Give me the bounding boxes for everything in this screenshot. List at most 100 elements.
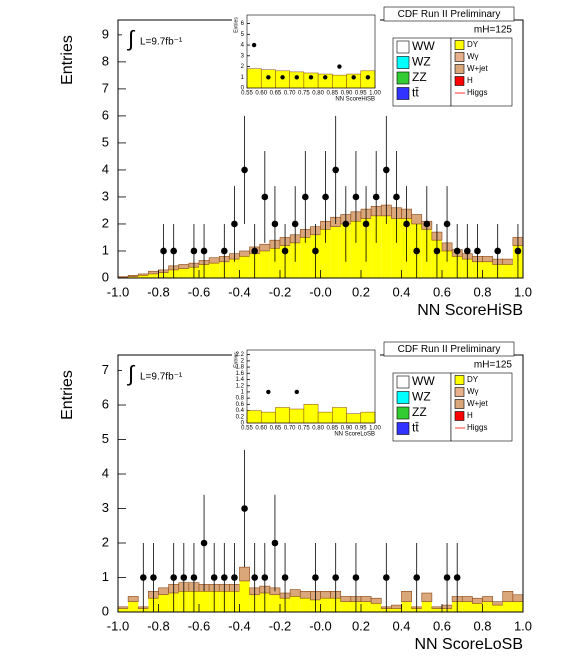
- x-tick-label: -1.0: [107, 284, 129, 299]
- legend-swatch: [396, 422, 410, 435]
- bar-segment: [209, 263, 220, 278]
- bar-segment: [472, 603, 483, 612]
- legend-label: Higgs: [467, 423, 487, 432]
- legend-swatch: [454, 52, 465, 62]
- x-tick-label: 0.75: [298, 91, 310, 97]
- inset-y-label: Entries: [233, 17, 239, 33]
- bar-segment: [239, 256, 250, 278]
- legend-swatch: [454, 64, 465, 74]
- bar-segment: [300, 237, 311, 278]
- x-tick-label: 0.6: [433, 618, 451, 633]
- y-tick-label: 3: [102, 188, 109, 203]
- header: CDF Run II Preliminary: [398, 344, 501, 355]
- y-tick-label: 0.8: [236, 396, 245, 402]
- data-point: [312, 247, 319, 255]
- bar-segment: [300, 598, 311, 612]
- y-axis-label: Entries: [59, 370, 76, 420]
- inset-data-point: [365, 75, 371, 80]
- inset-bar: [289, 408, 305, 424]
- y-tick-label: 2: [241, 64, 245, 70]
- y-tick-label: 1.4: [236, 377, 245, 383]
- legend-swatch: [454, 76, 465, 86]
- data-point: [160, 247, 167, 255]
- data-point: [514, 247, 522, 255]
- bar-segment: [482, 596, 493, 602]
- y-tick-label: 0.2: [236, 414, 245, 420]
- legend-label: tt̄: [412, 86, 419, 100]
- data-point: [302, 193, 309, 201]
- legend-swatch: [454, 375, 465, 385]
- inset-frame: [246, 349, 376, 424]
- bar-segment: [118, 608, 129, 612]
- bar-segment: [391, 218, 402, 278]
- bar-segment: [391, 608, 402, 612]
- x-tick-label: 0.2: [352, 284, 370, 299]
- x-tick-label: -0.4: [228, 284, 250, 299]
- x-tick-label: 0.90: [341, 426, 353, 432]
- legend-label: tt̄: [412, 421, 419, 435]
- bar-segment: [290, 596, 301, 612]
- data-point: [210, 574, 218, 581]
- inset-data-point: [337, 64, 342, 69]
- bar-segment: [370, 597, 382, 604]
- inset-bar: [317, 411, 333, 424]
- bar-segment: [482, 601, 493, 612]
- bar-segment: [320, 591, 331, 599]
- y-tick-label: 2: [102, 534, 109, 549]
- bar-segment: [502, 264, 513, 278]
- bar-segment: [350, 221, 361, 278]
- inset-bar: [246, 410, 262, 424]
- y-tick-label: 5: [102, 431, 109, 446]
- bar-segment: [138, 275, 149, 278]
- inset-bar: [332, 407, 347, 424]
- x-tick-label: 0.55: [241, 91, 253, 97]
- data-point: [453, 247, 461, 255]
- bar-segment: [482, 256, 493, 263]
- bar-segment: [259, 243, 271, 252]
- legend-swatch: [396, 87, 410, 100]
- data-point: [494, 247, 501, 255]
- bar-segment: [320, 598, 331, 612]
- data-point: [332, 166, 339, 174]
- bar-segment: [259, 250, 270, 278]
- bar-segment: [442, 250, 453, 278]
- data-point: [443, 220, 451, 228]
- bar-segment: [502, 601, 513, 612]
- legend-label: W+jet: [467, 399, 488, 408]
- y-tick-label: 3: [241, 53, 245, 59]
- data-point: [170, 574, 177, 581]
- y-tick-label: 1.8: [236, 365, 245, 371]
- bar-segment: [117, 606, 129, 609]
- y-tick-label: 2: [102, 215, 109, 230]
- bar-segment: [381, 215, 392, 278]
- legend-swatch: [454, 387, 465, 397]
- inset-bar: [260, 411, 276, 424]
- bar-segment: [148, 270, 159, 275]
- data-point: [231, 220, 238, 228]
- bar-segment: [401, 601, 412, 612]
- x-tick-label: 0.60: [255, 426, 267, 432]
- inset-bar: [360, 411, 376, 424]
- data-point: [322, 193, 329, 201]
- bar-segment: [361, 601, 372, 612]
- bar-segment: [127, 274, 139, 277]
- data-point: [383, 574, 390, 581]
- bar-segment: [371, 603, 382, 612]
- legend-swatch: [396, 71, 410, 85]
- inset-bar: [346, 413, 362, 424]
- y-tick-label: 1: [241, 75, 245, 81]
- data-point: [453, 574, 461, 581]
- data-point: [200, 539, 208, 547]
- data-point: [393, 193, 400, 201]
- data-point: [281, 247, 289, 255]
- x-tick-label: 0.8: [473, 284, 491, 299]
- inset-data-point: [351, 75, 356, 80]
- data-point: [170, 247, 177, 255]
- x-tick-label: -0.6: [188, 284, 210, 299]
- x-tick-label: -0.2: [269, 618, 291, 633]
- data-point: [241, 505, 248, 512]
- bar-segment: [340, 601, 351, 612]
- x-tick-label: 0.6: [433, 284, 451, 299]
- inset-bar: [246, 68, 262, 89]
- bar-segment: [229, 259, 240, 278]
